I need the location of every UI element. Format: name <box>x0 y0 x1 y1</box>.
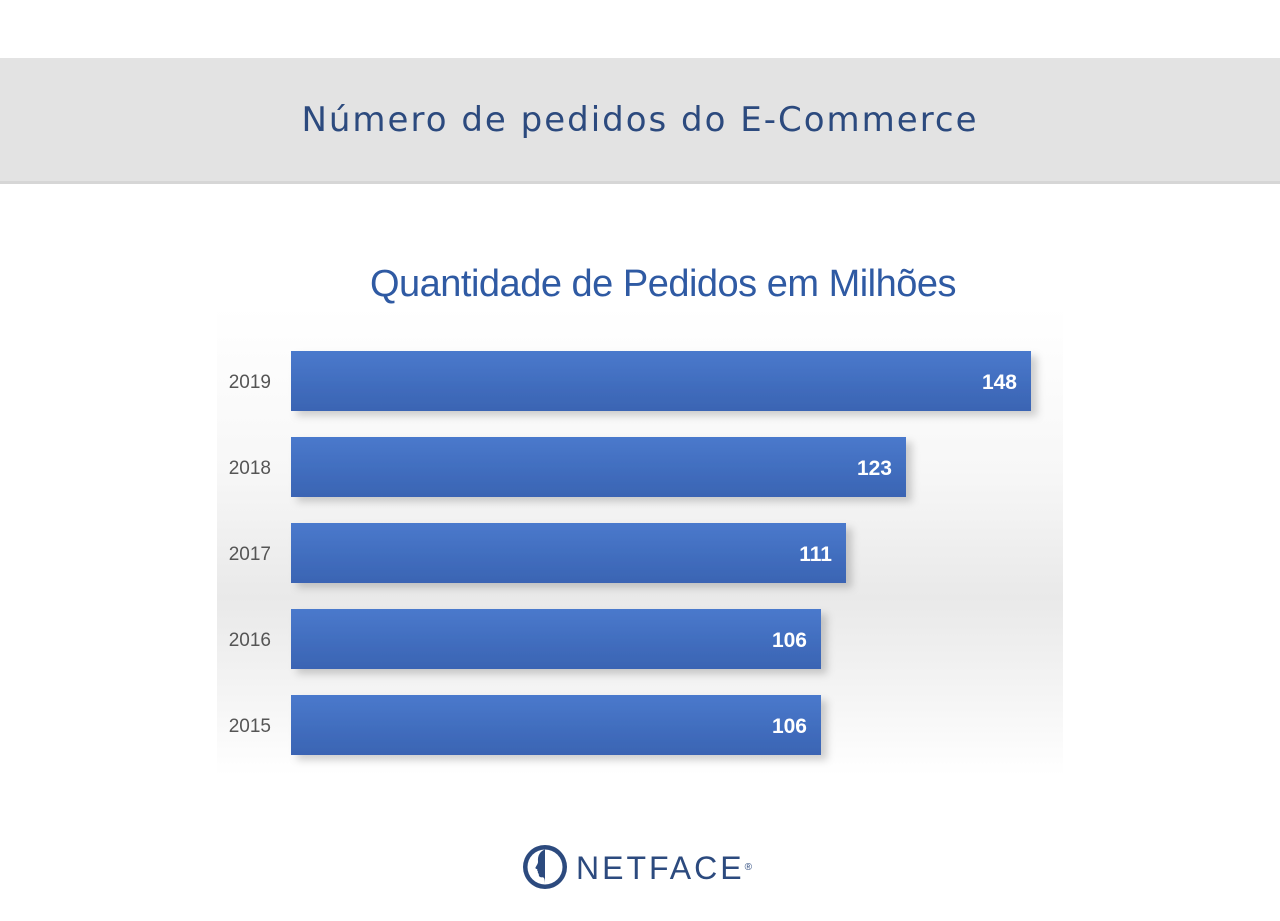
face-profile-icon <box>523 845 567 889</box>
page-title: Número de pedidos do E-Commerce <box>301 100 979 140</box>
category-tick-label: 2016 <box>229 630 271 651</box>
bar-2015 <box>291 695 821 755</box>
bar-2016 <box>291 609 821 669</box>
bar-chart: 2019 148 2018 123 2017 111 2016 106 2015 106 <box>229 351 1031 755</box>
chart-title: Quantidade de Pedidos em Milhões <box>369 263 957 305</box>
bar-2019 <box>291 351 1031 411</box>
chart-area: 2019 148 2018 123 2017 111 2016 106 2015 106 <box>217 306 1063 776</box>
category-tick-label: 2018 <box>229 458 271 479</box>
bar-2018 <box>291 437 906 497</box>
category-tick-label: 2017 <box>229 544 271 565</box>
data-label: 111 <box>799 543 832 566</box>
data-label: 106 <box>772 715 807 738</box>
data-label: 106 <box>772 629 807 652</box>
netface-logo: NETFACE® <box>520 842 770 892</box>
header-band <box>0 58 1280 184</box>
data-label: 123 <box>857 457 892 480</box>
data-label: 148 <box>982 371 1017 394</box>
category-tick-label: 2019 <box>229 372 271 393</box>
logo-text: NETFACE® <box>576 850 752 886</box>
category-tick-label: 2015 <box>229 716 271 737</box>
bar-2017 <box>291 523 846 583</box>
